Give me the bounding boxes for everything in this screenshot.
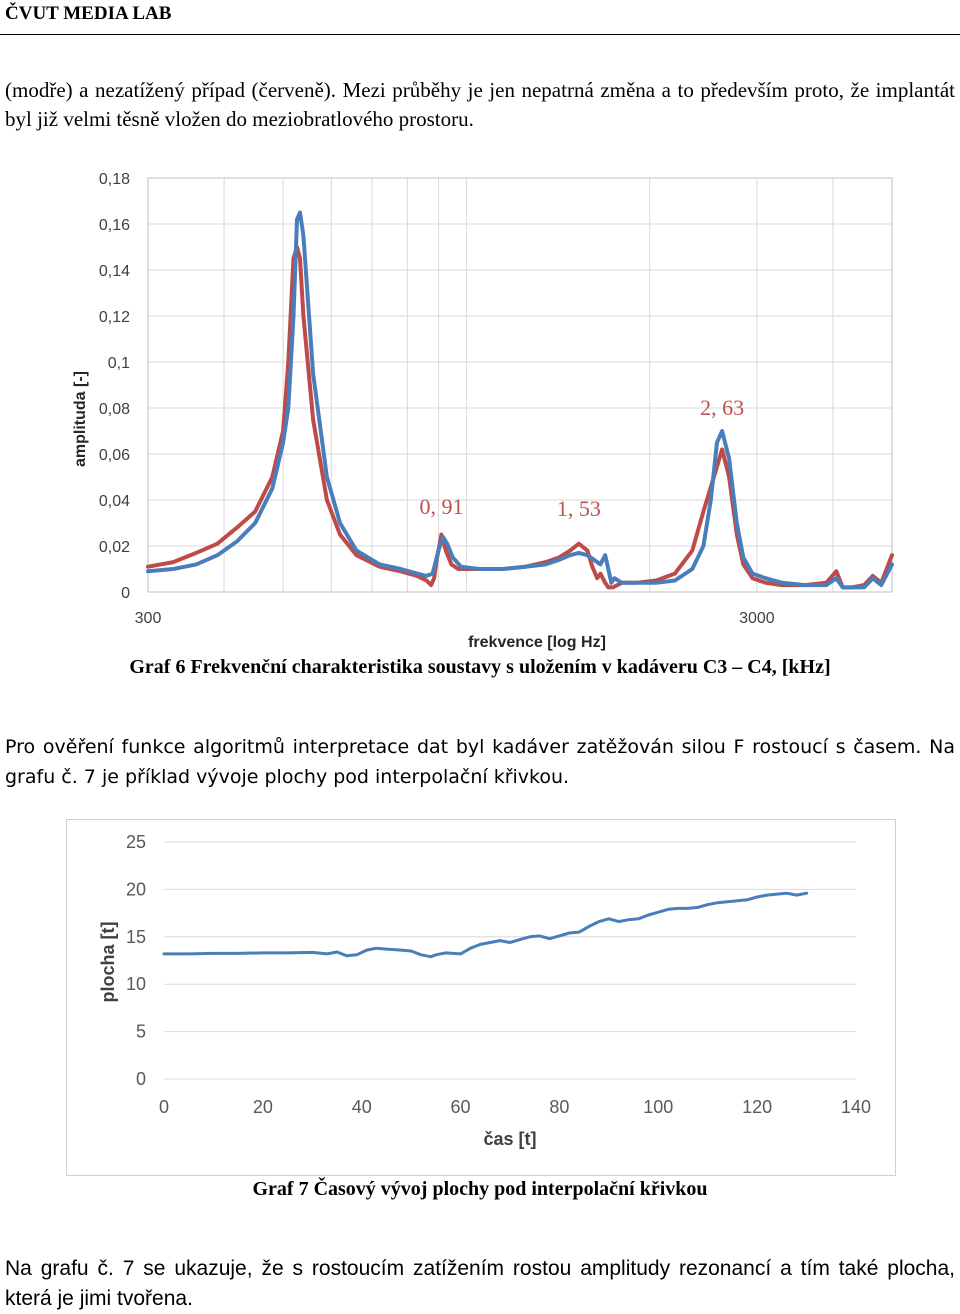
outro-paragraph: Na grafu č. 7 se ukazuje, že s rostoucím… bbox=[5, 1257, 955, 1310]
y-tick-label: 0,16 bbox=[99, 217, 130, 234]
y-tick-label: 0,04 bbox=[99, 493, 130, 510]
intro-paragraph: (modře) a nezatížený případ (červeně). M… bbox=[5, 78, 955, 131]
frequency-chart-series bbox=[146, 210, 894, 590]
frequency-chart-plot-frame bbox=[147, 177, 893, 593]
x-tick-label: 300 bbox=[135, 610, 162, 627]
x-tick-label: 120 bbox=[742, 1097, 772, 1117]
area-time-chart-x-axis-label: čas [t] bbox=[483, 1129, 536, 1149]
x-tick-label: 80 bbox=[549, 1097, 569, 1117]
frequency-chart-y-ticks: 0 0,02 0,04 0,06 0,08 0,1 0,12 0,14 0,16 0,18 bbox=[99, 171, 130, 602]
graf6-caption: Graf 6 Frekvenční charakteristika sousta… bbox=[129, 656, 831, 678]
y-tick-label: 5 bbox=[136, 1022, 146, 1042]
peak-annotation: 1, 53 bbox=[557, 496, 601, 521]
y-tick-label: 0 bbox=[121, 585, 130, 602]
area-time-chart-y-axis-label: plocha [t] bbox=[98, 922, 118, 1003]
series-line-blue bbox=[162, 891, 809, 959]
area-time-chart-border bbox=[66, 819, 896, 1176]
header-title: ČVUT MEDIA LAB bbox=[5, 3, 172, 24]
area-time-chart: 0 5 10 15 20 25 0 20 40 60 80 100 120 140 plocha [t]… bbox=[66, 819, 896, 1176]
area-time-chart-series bbox=[162, 891, 809, 959]
y-tick-label: 0,02 bbox=[99, 539, 130, 556]
x-tick-label: 40 bbox=[352, 1097, 372, 1117]
frequency-chart-x-ticks: 300 3000 bbox=[135, 610, 775, 627]
x-tick-label: 100 bbox=[643, 1097, 673, 1117]
y-tick-label: 0 bbox=[136, 1069, 146, 1089]
x-tick-label: 20 bbox=[253, 1097, 273, 1117]
area-time-chart-x-ticks: 0 20 40 60 80 100 120 140 bbox=[159, 1097, 871, 1117]
y-tick-label: 0,1 bbox=[108, 355, 130, 372]
x-tick-label: 60 bbox=[451, 1097, 471, 1117]
area-time-chart-grid bbox=[164, 841, 856, 1080]
y-tick-label: 25 bbox=[126, 832, 146, 852]
y-tick-label: 10 bbox=[126, 974, 146, 994]
peak-annotation: 0, 91 bbox=[419, 494, 463, 519]
y-tick-label: 15 bbox=[126, 927, 146, 947]
x-tick-label: 3000 bbox=[739, 610, 775, 627]
x-tick-label: 0 bbox=[159, 1097, 169, 1117]
y-tick-label: 0,08 bbox=[99, 401, 130, 418]
y-tick-label: 0,12 bbox=[99, 309, 130, 326]
frequency-chart-annotations: 0, 91 1, 53 2, 63 bbox=[419, 395, 744, 521]
y-tick-label: 0,06 bbox=[99, 447, 130, 464]
y-tick-label: 0,18 bbox=[99, 171, 130, 188]
page-header: ČVUT MEDIA LAB bbox=[0, 0, 960, 35]
frequency-chart: 0 0,02 0,04 0,06 0,08 0,1 0,12 0,14 0,16 0,18 300… bbox=[72, 171, 894, 651]
frequency-chart-x-axis-label: frekvence [log Hz] bbox=[468, 634, 606, 651]
series-line-red bbox=[146, 245, 894, 590]
frequency-chart-y-axis-label: amplituda [-] bbox=[72, 371, 89, 467]
peak-annotation: 2, 63 bbox=[700, 395, 744, 420]
graf7-caption: Graf 7 Časový vývoj plochy pod interpola… bbox=[252, 1178, 708, 1200]
area-time-chart-y-ticks: 0 5 10 15 20 25 bbox=[126, 832, 146, 1089]
middle-paragraph: Pro ověření funkce algoritmů interpretac… bbox=[5, 736, 955, 788]
x-tick-label: 140 bbox=[841, 1097, 871, 1117]
frequency-chart-grid bbox=[147, 177, 893, 593]
y-tick-label: 20 bbox=[126, 879, 146, 899]
y-tick-label: 0,14 bbox=[99, 263, 130, 280]
series-line-blue bbox=[146, 210, 894, 590]
